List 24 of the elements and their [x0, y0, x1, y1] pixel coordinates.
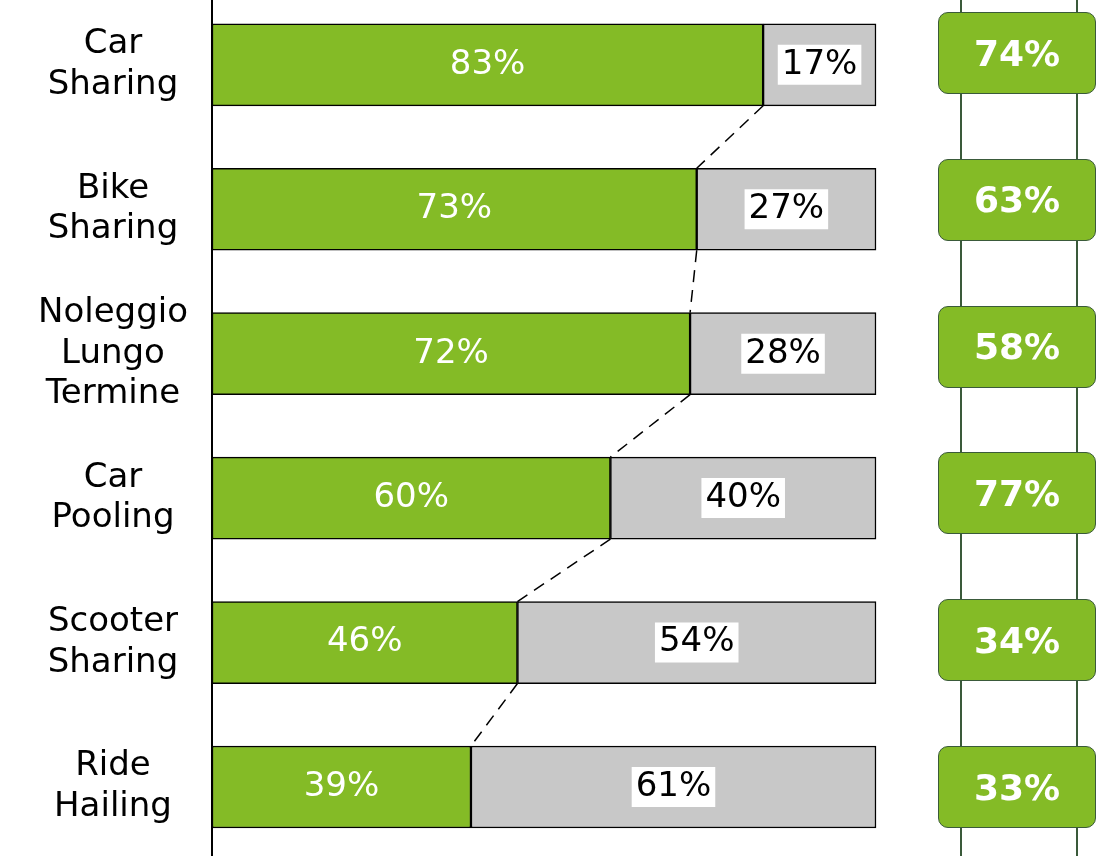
- data-label: 54%: [658, 619, 735, 660]
- data-label: 17%: [781, 41, 858, 82]
- text: 34%: [938, 599, 1096, 682]
- y-tick-label: Car Sharing: [47, 21, 179, 103]
- y-tick-label: Scooter Sharing: [47, 598, 179, 680]
- data-label: 46%: [326, 619, 403, 660]
- y-tick-label: Ride Hailing: [54, 743, 172, 825]
- data-label: 27%: [748, 186, 825, 227]
- data-label: 72%: [413, 330, 489, 371]
- data-label: 40%: [705, 474, 781, 515]
- text: 63%: [938, 158, 1096, 241]
- y-tick-label: Bike Sharing: [47, 165, 179, 247]
- text: 74%: [938, 12, 1096, 94]
- data-label: 28%: [745, 330, 821, 371]
- data-label: 73%: [416, 186, 493, 227]
- y-tick-label: Noleggio Lungo Termine: [37, 289, 188, 412]
- data-label: 83%: [449, 41, 526, 82]
- text: 77%: [938, 452, 1096, 535]
- y-tick-label: Car Pooling: [51, 454, 175, 536]
- data-label: 60%: [373, 474, 449, 515]
- text: 58%: [938, 305, 1096, 388]
- data-label: 61%: [635, 763, 712, 804]
- data-label: 39%: [303, 763, 380, 804]
- text: 33%: [938, 746, 1096, 828]
